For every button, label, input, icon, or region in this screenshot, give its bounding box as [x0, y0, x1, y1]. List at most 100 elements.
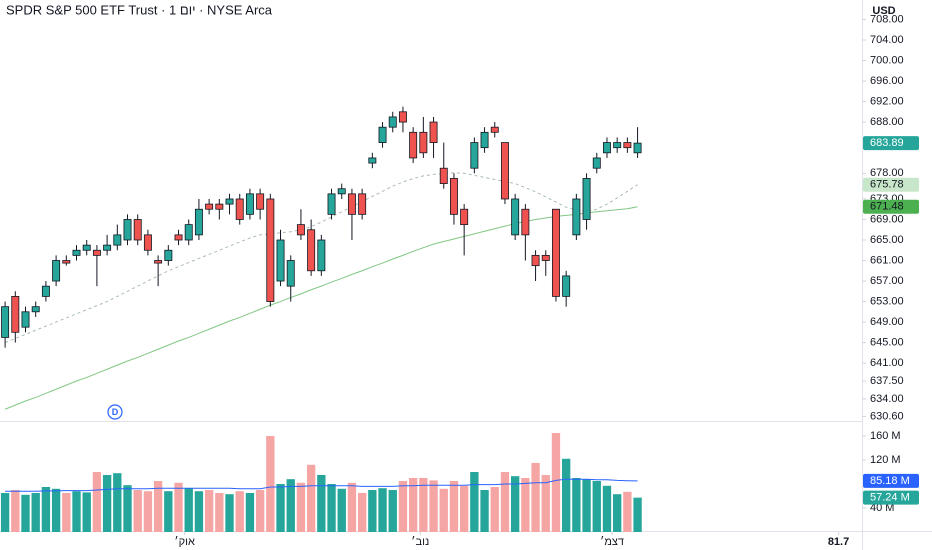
candle-body: [368, 157, 377, 164]
volume-bar: [143, 491, 153, 532]
y-tick-label: 696.00: [870, 75, 904, 87]
y-tick-label: 649.00: [870, 316, 904, 328]
price-badge: [863, 177, 919, 192]
volume-badge: [863, 473, 919, 488]
candle-body: [103, 244, 112, 251]
volume-bar: [62, 492, 71, 532]
volume-bar: [378, 488, 387, 532]
volume-tick-label: 40 M: [870, 502, 894, 514]
volume-bar: [41, 486, 51, 532]
volume-bar: [633, 497, 642, 532]
candle-body: [582, 178, 591, 220]
volume-bar: [123, 485, 132, 532]
price-badge: [863, 199, 919, 214]
y-tick-label: 665.00: [870, 234, 904, 246]
candle-body: [633, 142, 642, 154]
volume-bar: [31, 492, 40, 532]
candle-body: [327, 193, 336, 215]
event-marker-circle: [107, 404, 123, 420]
candle-body: [245, 193, 254, 215]
candle-body: [511, 198, 520, 236]
volume-bar: [286, 479, 295, 532]
moving-average: [4, 206, 638, 410]
candle-body: [205, 203, 214, 210]
volume-bar: [561, 458, 571, 532]
volume-bar: [255, 489, 265, 532]
volume-bar: [572, 477, 581, 532]
y-tick-label: 637.50: [870, 375, 904, 387]
candle-body: [52, 260, 61, 282]
candle-body: [123, 219, 132, 241]
candle-body: [592, 157, 601, 169]
y-tick-label: 661.00: [870, 254, 904, 266]
candle-body: [388, 116, 397, 128]
y-tick-label: 678.00: [870, 167, 904, 179]
candle-body: [603, 142, 611, 154]
y-tick-label: 657.00: [870, 275, 904, 287]
price-badge-label: 683.89: [870, 137, 904, 149]
volume-bar: [245, 492, 255, 532]
y-tick-label: 692.00: [870, 95, 904, 107]
candle-body: [31, 306, 40, 313]
candle-body: [82, 244, 91, 251]
volume-bar: [490, 486, 499, 532]
volume-bar: [235, 491, 244, 532]
candle-body: [194, 208, 203, 236]
candle-body: [113, 234, 122, 246]
price-badge-label: 671.48: [870, 201, 904, 213]
candle-body: [143, 234, 152, 251]
volume-bar: [306, 464, 316, 532]
volume-tick-label: 160 M: [870, 430, 901, 442]
volume-bar: [21, 494, 30, 532]
volume-bar: [276, 483, 285, 532]
volume-bar: [592, 480, 601, 532]
volume-bar: [102, 474, 112, 532]
candle-body: [613, 142, 622, 149]
candle-body: [500, 142, 509, 200]
candle-body: [276, 239, 285, 282]
volume-bar: [184, 488, 193, 532]
chart-title: SPDR S&P 500 ETF Trust · 1 יום · NYSE Ar…: [6, 2, 273, 17]
y-tick-label: 641.00: [870, 357, 904, 369]
volume-bar: [92, 471, 102, 532]
price-badge-label: 675.78: [870, 179, 904, 191]
candle-body: [256, 193, 265, 210]
candle-body: [531, 254, 540, 267]
y-tick-label: 634.00: [870, 393, 904, 405]
volume-bar: [602, 485, 612, 532]
candle-body: [266, 198, 275, 302]
candle-body: [347, 193, 356, 215]
volume-bar: [0, 492, 10, 532]
volume-bar: [337, 488, 346, 532]
event-marker: D: [112, 407, 119, 417]
y-tick-label: 645.00: [870, 336, 904, 348]
y-tick-label: 653.00: [870, 295, 904, 307]
volume-ma-line: [5, 478, 638, 492]
volume-bar: [429, 480, 438, 532]
y-tick-label: 704.00: [870, 34, 904, 46]
volume-bar: [419, 477, 428, 532]
volume-bar: [347, 482, 357, 532]
candle-body: [470, 142, 479, 169]
x-tick-label: נוב׳: [411, 535, 429, 548]
candle-body: [490, 126, 499, 133]
candle-body: [235, 198, 244, 220]
volume-bar: [133, 489, 142, 532]
candle-body: [21, 311, 30, 328]
volume-bar: [357, 492, 367, 532]
y-tick-label: 708.00: [870, 13, 904, 25]
currency: USD: [872, 5, 895, 17]
volume-bar: [174, 482, 183, 532]
volume-bar: [153, 480, 163, 532]
candle-body: [398, 111, 407, 123]
candle-body: [572, 198, 581, 236]
volume-tick-label: 120 M: [870, 454, 901, 466]
candle-body: [41, 285, 50, 297]
volume-bar: [204, 489, 214, 532]
candle-body: [460, 208, 469, 226]
candle-body: [419, 131, 428, 154]
candle-body: [62, 260, 71, 264]
volume-bar: [82, 492, 91, 532]
candle-body: [317, 239, 326, 272]
